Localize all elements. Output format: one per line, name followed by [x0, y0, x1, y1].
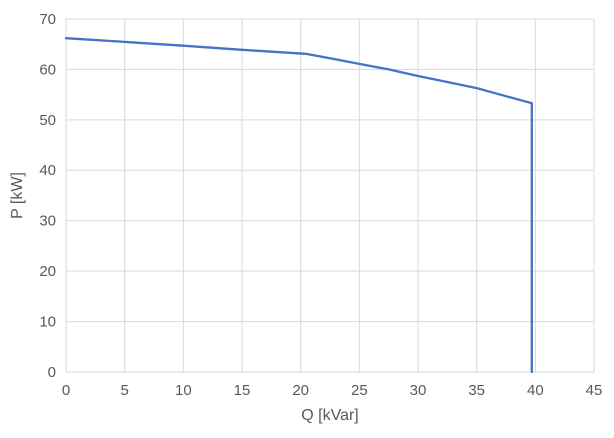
- y-tick-label: 60: [39, 61, 56, 78]
- y-tick-label: 50: [39, 112, 56, 129]
- x-tick-label: 40: [527, 382, 544, 399]
- x-tick-label: 30: [410, 382, 427, 399]
- x-tick-label: 25: [351, 382, 368, 399]
- x-tick-label: 0: [62, 382, 70, 399]
- y-tick-label: 40: [39, 162, 56, 179]
- series-lines: [64, 37, 533, 374]
- x-tick-label: 35: [468, 382, 485, 399]
- x-tick-label: 45: [586, 382, 603, 399]
- x-tick-label: 10: [175, 382, 192, 399]
- tick-labels: 0 10 20 30 40 50 60 70 0 5 10 15 20 25 30 35 40 45: [39, 11, 602, 399]
- x-tick-label: 5: [120, 382, 128, 399]
- x-tick-label: 15: [234, 382, 251, 399]
- y-axis-title: P [kW]: [9, 172, 26, 219]
- gridlines: [65, 18, 595, 373]
- series-line: [64, 37, 533, 374]
- y-tick-label: 0: [48, 364, 56, 381]
- y-tick-label: 70: [39, 11, 56, 28]
- x-tick-label: 20: [292, 382, 309, 399]
- y-tick-label: 30: [39, 213, 56, 230]
- y-tick-label: 20: [39, 263, 56, 280]
- x-axis-title: Q [kVar]: [301, 407, 359, 424]
- y-tick-label: 10: [39, 314, 56, 331]
